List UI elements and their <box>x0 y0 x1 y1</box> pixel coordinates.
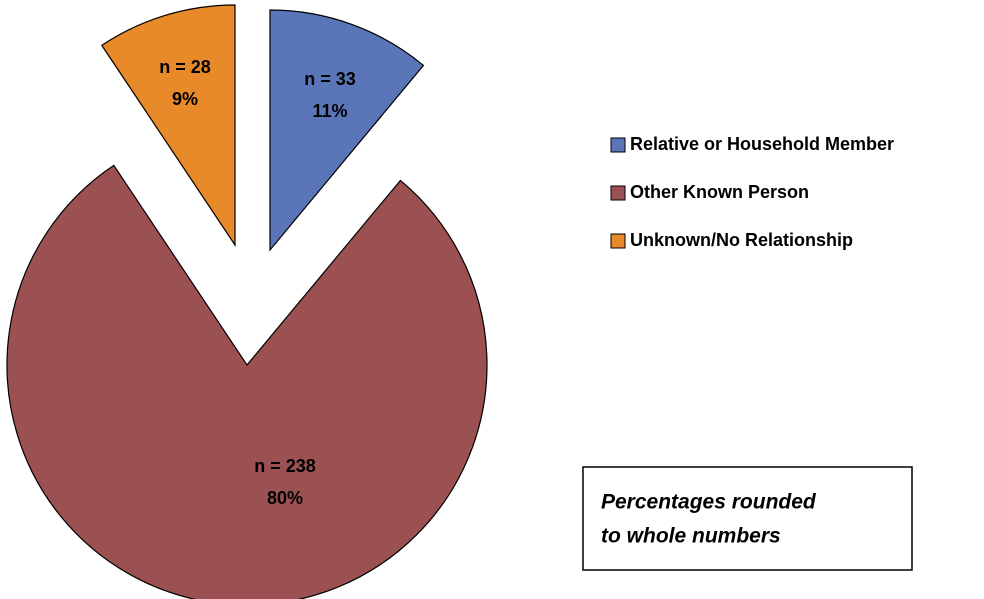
count-label: n = 28 <box>159 57 211 77</box>
legend-swatch <box>610 233 626 249</box>
legend-swatch <box>610 137 626 153</box>
pie-slice <box>269 9 425 252</box>
annotation-box <box>582 466 913 571</box>
legend-label: Relative or Household Member <box>630 134 894 154</box>
annotation-line: Percentages rounded <box>601 491 817 514</box>
percent-label: 11% <box>312 101 347 121</box>
legend-swatch <box>610 185 626 201</box>
annotation-line: to whole numbers <box>601 525 781 548</box>
pie-slice <box>6 164 488 599</box>
percent-label: 9% <box>172 89 198 109</box>
legend-label: Unknown/No Relationship <box>630 230 853 250</box>
pie-slice <box>100 4 236 247</box>
count-label: n = 238 <box>254 456 316 476</box>
percent-label: 80% <box>267 488 303 508</box>
legend-label: Other Known Person <box>630 182 809 202</box>
count-label: n = 33 <box>304 69 356 89</box>
